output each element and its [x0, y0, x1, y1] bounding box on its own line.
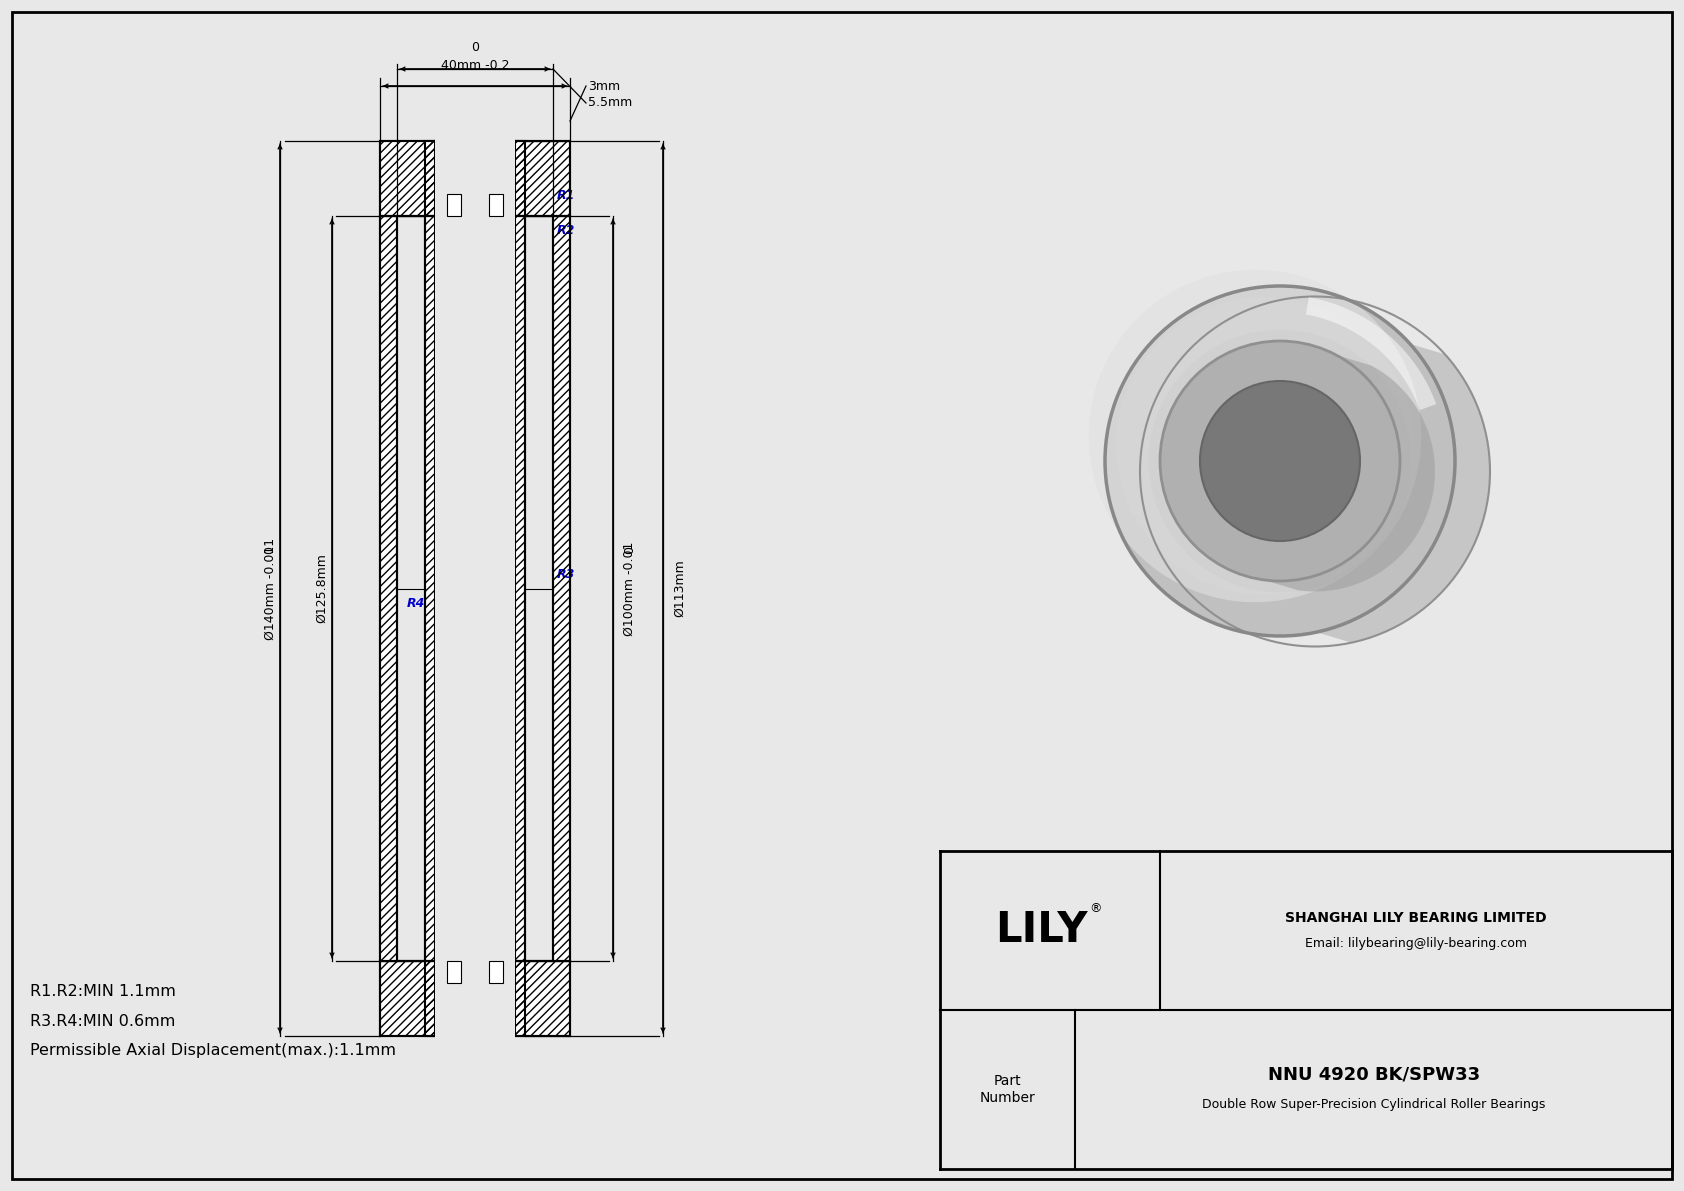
Bar	[466, 1022, 483, 1036]
Text: R2: R2	[557, 224, 576, 237]
Text: Part
Number: Part Number	[980, 1074, 1036, 1104]
Text: R4: R4	[408, 597, 426, 610]
Bar	[424, 961, 525, 1036]
Polygon shape	[1305, 298, 1436, 410]
Bar	[552, 216, 569, 961]
Bar	[381, 141, 569, 216]
Bar	[488, 961, 504, 983]
Text: 5.5mm: 5.5mm	[588, 96, 632, 110]
Text: Ø100mm -0.01: Ø100mm -0.01	[623, 542, 637, 636]
Text: Email: lilybearing@lily-bearing.com: Email: lilybearing@lily-bearing.com	[1305, 937, 1527, 950]
Bar	[424, 961, 525, 1036]
Bar	[434, 127, 515, 216]
Polygon shape	[1263, 355, 1435, 592]
Text: 0: 0	[472, 40, 478, 54]
Bar	[424, 216, 525, 961]
Bar	[1054, 216, 1595, 686]
Bar	[434, 216, 515, 961]
Bar	[424, 216, 525, 961]
Bar	[488, 194, 504, 216]
Circle shape	[1116, 298, 1415, 594]
Text: 3mm: 3mm	[588, 80, 620, 93]
Text: 40mm -0.2: 40mm -0.2	[441, 60, 509, 71]
Text: R3.R4:MIN 0.6mm: R3.R4:MIN 0.6mm	[30, 1014, 175, 1029]
Bar	[552, 216, 569, 961]
Text: LILY: LILY	[995, 910, 1088, 952]
Text: R3: R3	[557, 568, 576, 581]
Circle shape	[1148, 330, 1411, 592]
Circle shape	[1090, 269, 1421, 603]
Bar	[381, 216, 397, 961]
Bar	[446, 961, 461, 983]
Text: NNU 4920 BK/SPW33: NNU 4920 BK/SPW33	[1268, 1066, 1480, 1084]
Bar	[424, 141, 525, 216]
Polygon shape	[1317, 344, 1490, 643]
Text: Ø125.8mm: Ø125.8mm	[315, 554, 328, 623]
Bar	[381, 141, 569, 216]
Bar	[381, 961, 569, 1036]
Text: 0: 0	[623, 545, 637, 554]
Bar	[466, 141, 483, 155]
Text: Ø140mm -0.011: Ø140mm -0.011	[263, 537, 276, 640]
Bar	[424, 141, 525, 216]
Text: SHANGHAI LILY BEARING LIMITED: SHANGHAI LILY BEARING LIMITED	[1285, 910, 1546, 924]
Text: R1: R1	[557, 189, 576, 202]
Bar	[434, 961, 515, 1050]
Circle shape	[1201, 381, 1361, 541]
Bar	[381, 961, 569, 1036]
Text: R1.R2:MIN 1.1mm: R1.R2:MIN 1.1mm	[30, 984, 175, 998]
Bar	[381, 216, 397, 961]
Text: Ø113mm: Ø113mm	[674, 560, 685, 617]
Circle shape	[1160, 341, 1399, 581]
Circle shape	[1105, 286, 1455, 636]
Text: Permissible Axial Displacement(max.):1.1mm: Permissible Axial Displacement(max.):1.1…	[30, 1043, 396, 1059]
Text: ®: ®	[1090, 902, 1101, 915]
Text: Double Row Super-Precision Cylindrical Roller Bearings: Double Row Super-Precision Cylindrical R…	[1202, 1098, 1546, 1111]
Text: 0: 0	[263, 545, 276, 554]
Bar	[446, 194, 461, 216]
